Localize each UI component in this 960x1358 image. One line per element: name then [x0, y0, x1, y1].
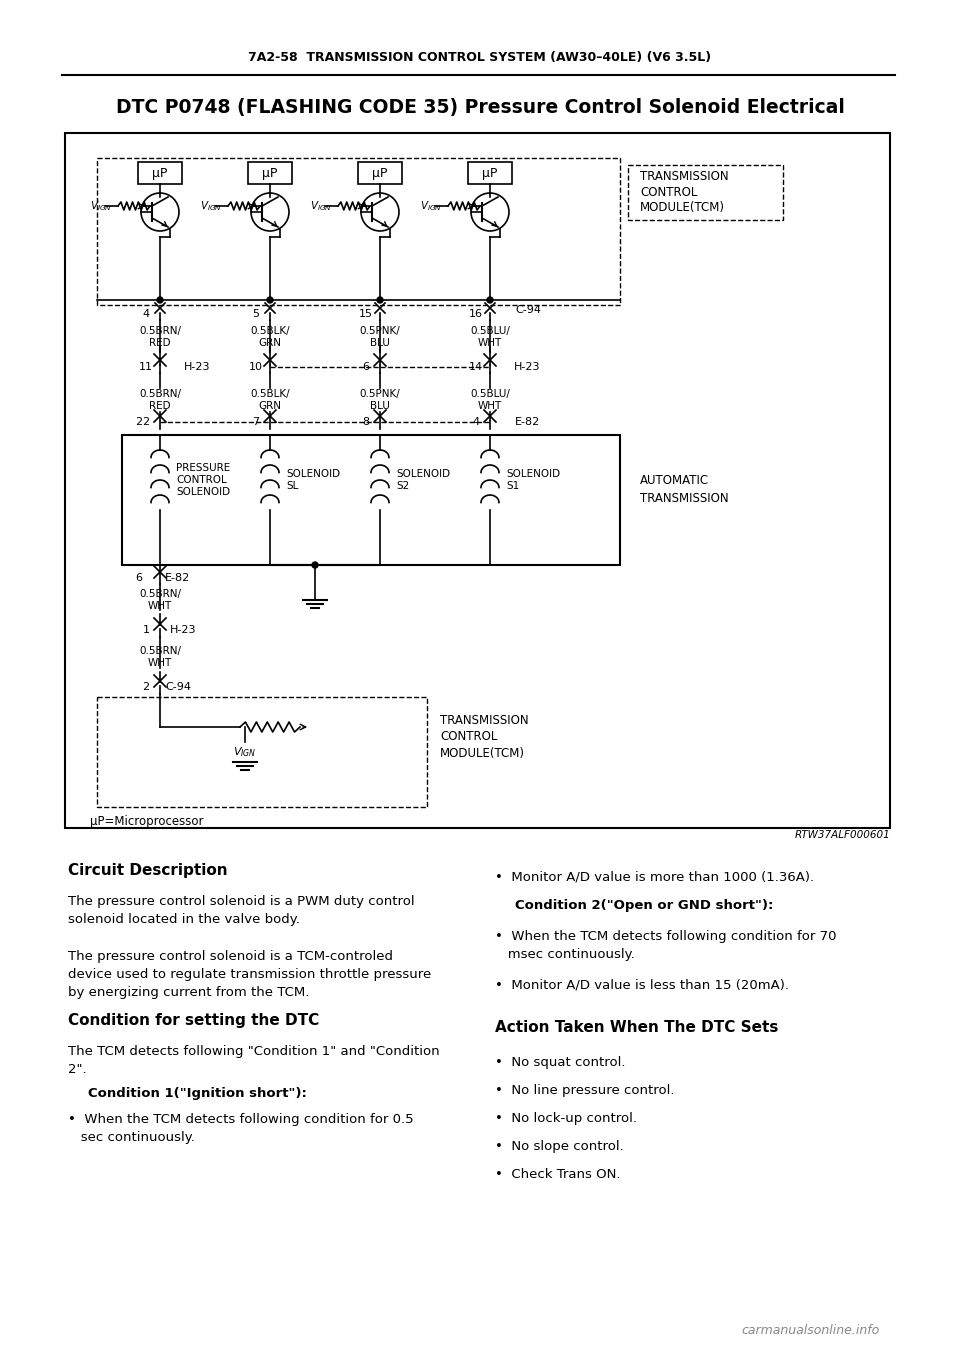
Text: Action Taken When The DTC Sets: Action Taken When The DTC Sets	[495, 1020, 779, 1036]
Text: CONTROL: CONTROL	[640, 186, 697, 198]
Text: $V_{IGN}$: $V_{IGN}$	[90, 200, 112, 213]
Circle shape	[312, 562, 318, 568]
Text: 0.5BRN/
RED: 0.5BRN/ RED	[139, 388, 181, 411]
Text: 0.5PNK/
BLU: 0.5PNK/ BLU	[360, 326, 400, 348]
Text: E-82: E-82	[515, 417, 540, 426]
Text: μP=Microprocessor: μP=Microprocessor	[90, 816, 204, 828]
Text: E-82: E-82	[165, 573, 190, 583]
Text: 1: 1	[142, 625, 150, 636]
Bar	[97, 158, 620, 306]
Text: 7: 7	[252, 417, 259, 426]
Text: 2: 2	[142, 417, 150, 426]
Text: 6: 6	[135, 573, 142, 583]
Bar	[248, 162, 292, 183]
Text: The TCM detects following "Condition 1" and "Condition
2".: The TCM detects following "Condition 1" …	[68, 1046, 440, 1076]
Text: $V_{IGN}$: $V_{IGN}$	[420, 200, 442, 213]
Text: RTW37ALF000601: RTW37ALF000601	[794, 830, 890, 841]
Bar	[97, 697, 427, 807]
Text: μP: μP	[372, 167, 388, 179]
Text: H-23: H-23	[184, 363, 210, 372]
Text: μP: μP	[482, 167, 497, 179]
Text: TRANSMISSION
CONTROL
MODULE(TCM): TRANSMISSION CONTROL MODULE(TCM)	[440, 713, 529, 760]
Text: 5: 5	[252, 310, 259, 319]
Bar	[122, 435, 620, 565]
Text: C-94: C-94	[515, 306, 541, 315]
Text: •  Monitor A/D value is more than 1000 (1.36A).: • Monitor A/D value is more than 1000 (1…	[495, 870, 814, 883]
Text: SOLENOID
S1: SOLENOID S1	[506, 469, 560, 492]
Text: Condition 1("Ignition short"):: Condition 1("Ignition short"):	[88, 1086, 307, 1100]
Text: •  No squat control.: • No squat control.	[495, 1057, 626, 1069]
Text: DTC P0748 (FLASHING CODE 35) Pressure Control Solenoid Electrical: DTC P0748 (FLASHING CODE 35) Pressure Co…	[115, 98, 845, 117]
Circle shape	[157, 297, 163, 303]
Text: 10: 10	[249, 363, 263, 372]
Text: 4: 4	[142, 310, 150, 319]
Text: The pressure control solenoid is a TCM-controled
device used to regulate transmi: The pressure control solenoid is a TCM-c…	[68, 951, 431, 999]
Text: 0.5BLU/
WHT: 0.5BLU/ WHT	[470, 388, 510, 411]
Text: $V_{IGN}$: $V_{IGN}$	[200, 200, 222, 213]
Text: 8: 8	[363, 417, 370, 426]
Text: H-23: H-23	[514, 363, 540, 372]
Bar	[138, 162, 182, 183]
Text: 0.5BRN/
WHT: 0.5BRN/ WHT	[139, 589, 181, 611]
Text: The pressure control solenoid is a PWM duty control
solenoid located in the valv: The pressure control solenoid is a PWM d…	[68, 895, 415, 926]
Text: SOLENOID
SL: SOLENOID SL	[286, 469, 340, 492]
Text: PRESSURE
CONTROL
SOLENOID: PRESSURE CONTROL SOLENOID	[176, 463, 230, 497]
Text: •  When the TCM detects following condition for 0.5
   sec continuously.: • When the TCM detects following conditi…	[68, 1114, 414, 1143]
Text: TRANSMISSION: TRANSMISSION	[640, 171, 729, 183]
Circle shape	[267, 297, 273, 303]
Text: 6: 6	[363, 363, 370, 372]
Text: •  When the TCM detects following condition for 70
   msec continuously.: • When the TCM detects following conditi…	[495, 930, 836, 961]
Bar	[628, 166, 783, 220]
Text: Circuit Description: Circuit Description	[68, 862, 228, 877]
Text: 0.5BRN/
RED: 0.5BRN/ RED	[139, 326, 181, 348]
Text: •  No lock-up control.: • No lock-up control.	[495, 1112, 637, 1124]
Bar	[65, 133, 890, 828]
Text: 0.5BLK/
GRN: 0.5BLK/ GRN	[251, 326, 290, 348]
Text: 0.5PNK/
BLU: 0.5PNK/ BLU	[360, 388, 400, 411]
Bar	[358, 162, 402, 183]
Text: Condition 2("Open or GND short"):: Condition 2("Open or GND short"):	[515, 899, 774, 911]
Text: 11: 11	[139, 363, 153, 372]
Text: 4: 4	[472, 417, 480, 426]
Text: 7A2-58  TRANSMISSION CONTROL SYSTEM (AW30–40LE) (V6 3.5L): 7A2-58 TRANSMISSION CONTROL SYSTEM (AW30…	[249, 52, 711, 64]
Text: 16: 16	[469, 310, 483, 319]
Circle shape	[377, 297, 383, 303]
Text: μP: μP	[153, 167, 168, 179]
Text: •  Check Trans ON.: • Check Trans ON.	[495, 1168, 620, 1181]
Text: Condition for setting the DTC: Condition for setting the DTC	[68, 1013, 320, 1028]
Text: SOLENOID
S2: SOLENOID S2	[396, 469, 450, 492]
Circle shape	[487, 297, 493, 303]
Text: H-23: H-23	[170, 625, 197, 636]
Text: 2: 2	[142, 682, 150, 693]
Bar	[468, 162, 512, 183]
Text: •  No line pressure control.: • No line pressure control.	[495, 1084, 675, 1097]
Text: carmanualsonline.info: carmanualsonline.info	[742, 1324, 880, 1336]
Text: MODULE(TCM): MODULE(TCM)	[640, 201, 725, 213]
Text: 0.5BLU/
WHT: 0.5BLU/ WHT	[470, 326, 510, 348]
Text: C-94: C-94	[165, 682, 191, 693]
Text: •  Monitor A/D value is less than 15 (20mA).: • Monitor A/D value is less than 15 (20m…	[495, 978, 789, 991]
Text: •  No slope control.: • No slope control.	[495, 1139, 624, 1153]
Text: 15: 15	[359, 310, 373, 319]
Text: 14: 14	[468, 363, 483, 372]
Text: μP: μP	[262, 167, 277, 179]
Text: $V_{IGN}$: $V_{IGN}$	[233, 746, 256, 759]
Text: AUTOMATIC
TRANSMISSION: AUTOMATIC TRANSMISSION	[640, 474, 729, 505]
Text: 0.5BLK/
GRN: 0.5BLK/ GRN	[251, 388, 290, 411]
Text: $V_{IGN}$: $V_{IGN}$	[310, 200, 332, 213]
Text: 0.5BRN/
WHT: 0.5BRN/ WHT	[139, 646, 181, 668]
Text: 2: 2	[134, 417, 142, 426]
